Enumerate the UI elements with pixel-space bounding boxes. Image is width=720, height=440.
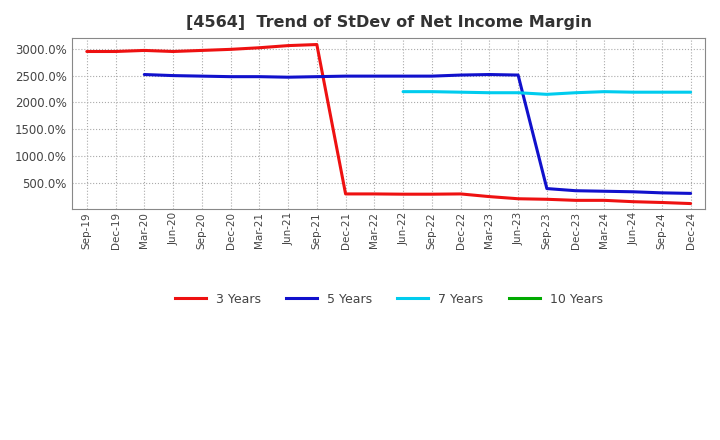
3 Years [485,194,494,199]
3 Years [428,191,436,197]
7 Years [399,89,408,94]
3 Years [600,198,608,203]
Title: [4564]  Trend of StDev of Net Income Margin: [4564] Trend of StDev of Net Income Marg… [186,15,592,30]
3 Years [140,48,148,53]
7 Years [629,90,637,95]
5 Years [370,73,379,79]
5 Years [140,72,148,77]
3 Years [168,49,177,54]
5 Years [629,189,637,194]
3 Years [543,197,552,202]
3 Years [629,199,637,204]
7 Years [543,92,552,97]
7 Years [514,90,523,95]
5 Years [341,73,350,79]
3 Years [83,49,91,54]
3 Years [112,49,120,54]
3 Years [399,191,408,197]
3 Years [370,191,379,197]
5 Years [284,74,292,80]
3 Years [341,191,350,197]
5 Years [168,73,177,78]
3 Years [456,191,465,197]
5 Years [312,74,321,79]
5 Years [456,73,465,78]
7 Years [485,90,494,95]
7 Years [456,90,465,95]
3 Years [514,196,523,202]
3 Years [226,47,235,52]
7 Years [571,90,580,95]
7 Years [686,90,695,95]
3 Years [284,43,292,48]
5 Years [485,72,494,77]
Line: 3 Years: 3 Years [87,44,690,204]
5 Years [657,190,666,195]
3 Years [197,48,206,53]
5 Years [514,73,523,78]
3 Years [255,45,264,51]
5 Years [197,73,206,79]
7 Years [600,89,608,94]
5 Years [686,191,695,196]
5 Years [428,73,436,79]
Line: 5 Years: 5 Years [144,74,690,194]
5 Years [600,189,608,194]
5 Years [543,186,552,191]
3 Years [312,42,321,47]
7 Years [428,89,436,94]
5 Years [399,73,408,79]
3 Years [686,201,695,206]
5 Years [226,74,235,79]
5 Years [571,188,580,193]
Legend: 3 Years, 5 Years, 7 Years, 10 Years: 3 Years, 5 Years, 7 Years, 10 Years [170,288,608,311]
3 Years [657,200,666,205]
7 Years [657,90,666,95]
Line: 7 Years: 7 Years [403,92,690,94]
5 Years [255,74,264,79]
3 Years [571,198,580,203]
